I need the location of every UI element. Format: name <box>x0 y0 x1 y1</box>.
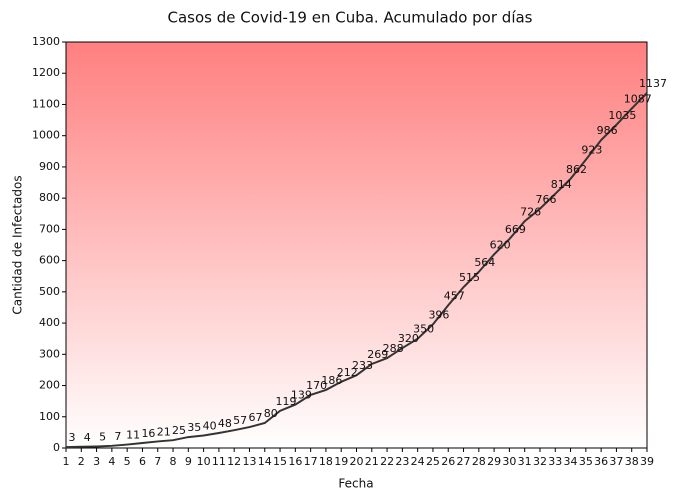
data-label: 396 <box>428 308 449 321</box>
data-label: 57 <box>233 414 247 427</box>
data-label: 814 <box>551 178 572 191</box>
x-tick-label: 3 <box>93 455 100 468</box>
data-label: 923 <box>581 144 602 157</box>
data-label: 40 <box>203 420 217 433</box>
x-tick-label: 21 <box>365 455 379 468</box>
data-label: 139 <box>291 389 312 402</box>
x-tick-label: 23 <box>395 455 409 468</box>
x-tick-label: 20 <box>350 455 364 468</box>
data-label: 80 <box>264 407 278 420</box>
data-label: 170 <box>306 379 327 392</box>
x-tick-label: 35 <box>579 455 593 468</box>
data-label: 5 <box>99 430 106 443</box>
data-label: 11 <box>126 429 140 442</box>
x-tick-label: 10 <box>197 455 211 468</box>
y-tick-label: 500 <box>39 285 60 298</box>
x-tick-label: 22 <box>380 455 394 468</box>
data-label: 119 <box>276 395 297 408</box>
x-tick-label: 18 <box>319 455 333 468</box>
data-label: 21 <box>157 425 171 438</box>
y-tick-label: 100 <box>39 410 60 423</box>
data-label: 986 <box>597 124 618 137</box>
plot-area <box>65 41 648 449</box>
data-label: 766 <box>535 193 556 206</box>
y-tick-label: 600 <box>39 254 60 267</box>
y-tick-label: 0 <box>53 441 60 454</box>
x-tick-label: 30 <box>502 455 516 468</box>
x-tick-label: 34 <box>564 455 578 468</box>
data-label: 48 <box>218 417 232 430</box>
x-tick-label: 1 <box>63 455 70 468</box>
x-tick-label: 37 <box>609 455 623 468</box>
line <box>65 92 648 449</box>
data-label: 269 <box>367 348 388 361</box>
data-label: 862 <box>566 163 587 176</box>
x-tick-label: 36 <box>594 455 608 468</box>
x-tick-label: 7 <box>154 455 161 468</box>
x-tick-label: 28 <box>472 455 486 468</box>
x-tick-label: 39 <box>640 455 654 468</box>
y-tick-label: 1000 <box>32 129 60 142</box>
x-tick-label: 6 <box>139 455 146 468</box>
data-label: 25 <box>172 424 186 437</box>
data-label: 350 <box>413 323 434 336</box>
data-label: 515 <box>459 271 480 284</box>
y-tick-label: 900 <box>39 160 60 173</box>
x-tick-label: 4 <box>108 455 115 468</box>
x-tick-label: 2 <box>78 455 85 468</box>
x-tick-label: 31 <box>518 455 532 468</box>
x-tick-label: 14 <box>258 455 272 468</box>
x-tick-label: 27 <box>457 455 471 468</box>
data-label: 457 <box>444 289 465 302</box>
x-tick-label: 38 <box>625 455 639 468</box>
data-label: 726 <box>520 205 541 218</box>
y-tick-label: 1300 <box>32 35 60 48</box>
data-label: 212 <box>337 366 358 379</box>
x-tick-label: 32 <box>533 455 547 468</box>
data-label: 16 <box>141 427 155 440</box>
data-label: 320 <box>398 332 419 345</box>
data-label: 1035 <box>608 109 636 122</box>
x-tick-label: 17 <box>304 455 318 468</box>
data-label: 1087 <box>624 93 652 106</box>
data-label: 233 <box>352 359 373 372</box>
x-tick-label: 29 <box>487 455 501 468</box>
x-axis-label: Fecha <box>338 477 373 491</box>
y-tick-label: 800 <box>39 191 60 204</box>
x-tick-label: 5 <box>124 455 131 468</box>
y-tick-label: 400 <box>39 316 60 329</box>
x-tick-label: 13 <box>242 455 256 468</box>
data-label: 67 <box>248 411 262 424</box>
data-label: 620 <box>490 238 511 251</box>
data-label: 669 <box>505 223 526 236</box>
data-label: 4 <box>84 431 91 444</box>
y-tick-label: 200 <box>39 379 60 392</box>
y-tick-label: 300 <box>39 347 60 360</box>
x-tick-label: 24 <box>411 455 425 468</box>
x-tick-label: 11 <box>212 455 226 468</box>
data-label: 7 <box>114 430 121 443</box>
x-tick-label: 15 <box>273 455 287 468</box>
y-axis-label: Cantidad de Infectados <box>11 175 25 314</box>
x-tick-label: 12 <box>227 455 241 468</box>
x-tick-label: 8 <box>170 455 177 468</box>
data-label: 288 <box>383 342 404 355</box>
x-tick-label: 33 <box>548 455 562 468</box>
x-tick-label: 26 <box>441 455 455 468</box>
y-tick-label: 1200 <box>32 66 60 79</box>
chart-title: Casos de Covid-19 en Cuba. Acumulado por… <box>167 9 532 27</box>
x-tick-label: 16 <box>288 455 302 468</box>
data-label: 35 <box>187 421 201 434</box>
x-tick-label: 19 <box>334 455 348 468</box>
y-tick-label: 700 <box>39 222 60 235</box>
data-label: 3 <box>69 431 76 444</box>
data-label: 186 <box>321 374 342 387</box>
data-label: 1137 <box>639 77 667 90</box>
x-tick-label: 25 <box>426 455 440 468</box>
y-tick-label: 1100 <box>32 97 60 110</box>
x-tick-label: 9 <box>185 455 192 468</box>
data-label: 564 <box>474 256 495 269</box>
